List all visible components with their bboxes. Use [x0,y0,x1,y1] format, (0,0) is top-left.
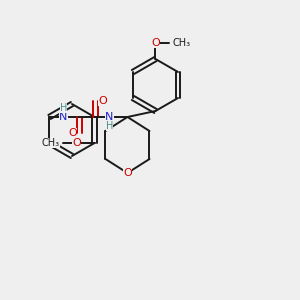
Text: O: O [123,168,132,178]
Text: O: O [151,38,160,48]
Text: H: H [106,121,113,131]
Text: CH₃: CH₃ [41,138,59,148]
Text: CH₃: CH₃ [172,38,190,48]
Text: O: O [72,138,81,148]
Text: N: N [59,112,68,122]
Text: O: O [68,128,77,138]
Text: N: N [105,112,114,122]
Text: H: H [60,103,67,113]
Text: O: O [98,96,107,106]
